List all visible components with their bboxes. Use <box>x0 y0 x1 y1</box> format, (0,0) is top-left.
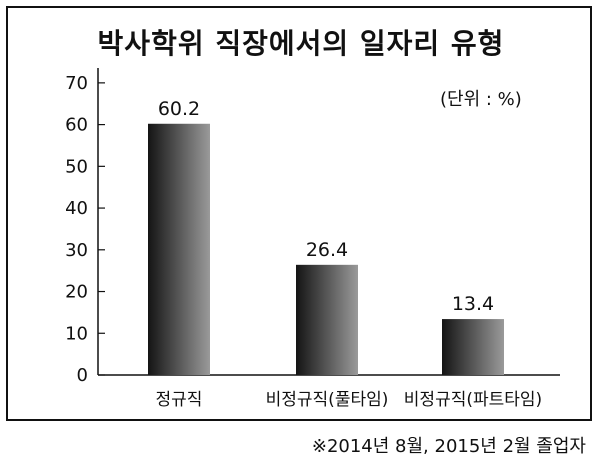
y-tick-label: 60 <box>65 115 88 136</box>
y-tick-label: 70 <box>65 73 88 94</box>
chart-title: 박사학위 직장에서의 일자리 유형 <box>97 27 505 60</box>
bar-value-label: 26.4 <box>306 239 348 261</box>
bar <box>296 264 358 375</box>
bar <box>148 123 210 375</box>
category-label: 비정규직(풀타임) <box>266 390 389 410</box>
footnote: ※2014년 8월, 2015년 2월 졸업자 <box>311 436 586 457</box>
category-label: 비정규직(파트타임) <box>404 390 542 410</box>
bar-value-label: 60.2 <box>158 98 200 120</box>
unit-note: (단위 : %) <box>440 89 522 110</box>
category-label: 정규직 <box>156 390 203 410</box>
y-tick-label: 30 <box>65 240 88 261</box>
y-tick-label: 50 <box>65 156 88 177</box>
bar <box>442 319 504 375</box>
y-tick-label: 40 <box>65 198 88 219</box>
y-tick-label: 10 <box>65 323 88 344</box>
y-tick-label: 20 <box>65 282 88 303</box>
y-tick-label: 0 <box>77 365 88 386</box>
bar-value-label: 13.4 <box>452 293 494 315</box>
